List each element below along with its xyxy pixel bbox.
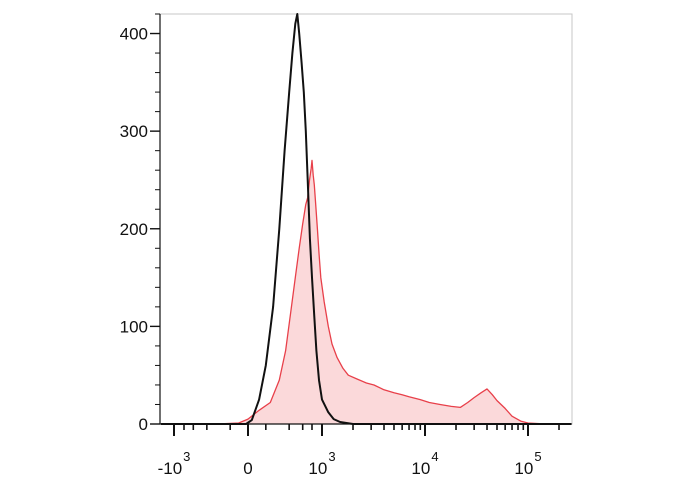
series-layer — [161, 13, 571, 425]
y-tick-label: 400 — [120, 25, 148, 44]
x-tick-label-base: -10 — [158, 459, 183, 478]
plot-frame — [159, 13, 573, 425]
x-tick-label-base: 10 — [411, 459, 430, 478]
y-tick-label: 100 — [120, 317, 148, 336]
series-1-line — [161, 159, 571, 425]
x-tick-label: -103 — [158, 449, 191, 478]
x-tick-label-base: 10 — [308, 459, 327, 478]
y-tick-label: 300 — [120, 122, 148, 141]
y-axis: 0 100 200 300 400 — [120, 13, 161, 434]
x-tick-label-base: 10 — [514, 459, 533, 478]
x-tick-label: 103 — [308, 449, 335, 478]
series-2-line — [161, 13, 571, 425]
x-tick-label-exponent: 3 — [183, 449, 190, 464]
x-tick-label-exponent: 5 — [534, 449, 541, 464]
x-tick-label: 0 — [243, 459, 252, 478]
y-tick-label: 0 — [139, 415, 148, 434]
y-tick-label: 200 — [120, 220, 148, 239]
x-tick-label: 104 — [411, 449, 438, 478]
x-tick-label-exponent: 4 — [431, 449, 438, 464]
x-tick-label: 105 — [514, 449, 541, 478]
x-tick-label-base: 0 — [243, 459, 252, 478]
x-tick-label-exponent: 3 — [328, 449, 335, 464]
